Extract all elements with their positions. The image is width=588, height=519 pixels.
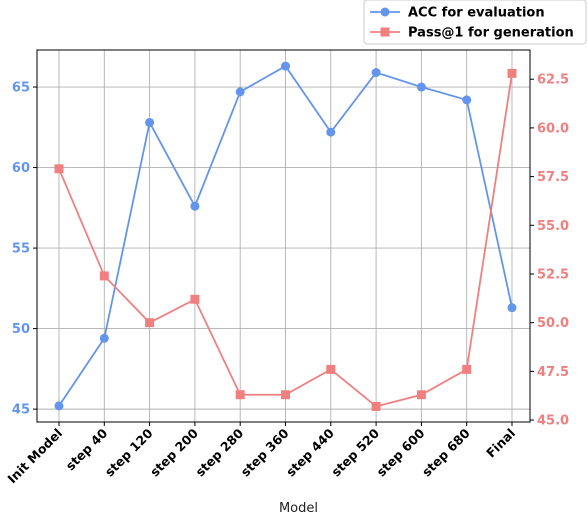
data-point bbox=[507, 303, 517, 313]
series-layer bbox=[54, 61, 517, 411]
data-point bbox=[371, 401, 381, 411]
right-y-axis: 45.0 47.5 50.0 52.5 55.0 57.5 60.0 62.5 bbox=[530, 73, 569, 429]
data-point bbox=[190, 294, 200, 304]
left-tick-label: 55 bbox=[12, 242, 30, 257]
series-1 bbox=[54, 68, 517, 411]
left-tick-label: 65 bbox=[12, 81, 30, 96]
left-y-axis: 45 50 55 60 65 bbox=[12, 81, 37, 418]
legend-label: ACC for evaluation bbox=[408, 6, 545, 21]
data-point bbox=[281, 61, 290, 71]
x-tick-label: step 200 bbox=[147, 425, 201, 479]
legend-item: Pass@1 for generation bbox=[370, 26, 574, 41]
data-point bbox=[145, 117, 155, 127]
legend-marker bbox=[380, 7, 390, 17]
left-tick-label: 45 bbox=[12, 403, 30, 418]
data-point bbox=[145, 318, 155, 328]
data-point bbox=[462, 364, 472, 374]
data-point bbox=[326, 127, 336, 137]
data-point bbox=[54, 401, 64, 411]
legend-item: ACC for evaluation bbox=[370, 6, 545, 21]
x-tick-label: step 520 bbox=[328, 425, 382, 479]
x-tick-label: step 280 bbox=[192, 425, 246, 479]
left-tick-label: 50 bbox=[12, 322, 30, 337]
right-tick-label: 62.5 bbox=[537, 73, 569, 88]
data-point bbox=[507, 68, 517, 78]
data-point bbox=[462, 95, 472, 105]
data-point bbox=[416, 82, 426, 92]
x-tick-label: step 120 bbox=[102, 425, 156, 479]
series-0 bbox=[54, 61, 517, 411]
data-point bbox=[416, 390, 426, 400]
data-point bbox=[235, 390, 245, 400]
right-tick-label: 45.0 bbox=[537, 414, 569, 429]
data-point bbox=[371, 68, 381, 78]
x-tick-label: step 440 bbox=[283, 425, 337, 479]
x-tick-label: step 680 bbox=[419, 425, 473, 479]
data-point bbox=[99, 333, 109, 343]
grid-lines bbox=[37, 50, 530, 422]
legend-box bbox=[363, 0, 587, 45]
data-point bbox=[235, 87, 245, 97]
left-tick-label: 60 bbox=[12, 161, 30, 176]
x-tick-label: Init Model bbox=[4, 426, 65, 487]
plot-frame bbox=[36, 49, 531, 423]
data-point bbox=[281, 390, 290, 400]
data-point bbox=[190, 201, 200, 211]
x-tick-label: step 360 bbox=[238, 425, 292, 479]
data-point bbox=[99, 271, 109, 281]
data-point bbox=[54, 164, 64, 174]
right-tick-label: 60.0 bbox=[537, 121, 569, 136]
right-tick-label: 52.5 bbox=[537, 267, 569, 282]
right-tick-label: 47.5 bbox=[537, 365, 569, 380]
legend-label: Pass@1 for generation bbox=[408, 26, 574, 41]
right-tick-label: 55.0 bbox=[537, 219, 569, 234]
right-tick-label: 50.0 bbox=[537, 316, 569, 331]
x-axis-label: Model bbox=[279, 501, 318, 516]
data-point bbox=[326, 364, 336, 374]
legend-marker bbox=[380, 27, 390, 37]
legend: ACC for evaluation Pass@1 for generation bbox=[363, 0, 587, 45]
x-tick-label: Final bbox=[483, 426, 518, 461]
x-tick-label: step 600 bbox=[374, 425, 428, 479]
right-tick-label: 57.5 bbox=[537, 170, 569, 185]
